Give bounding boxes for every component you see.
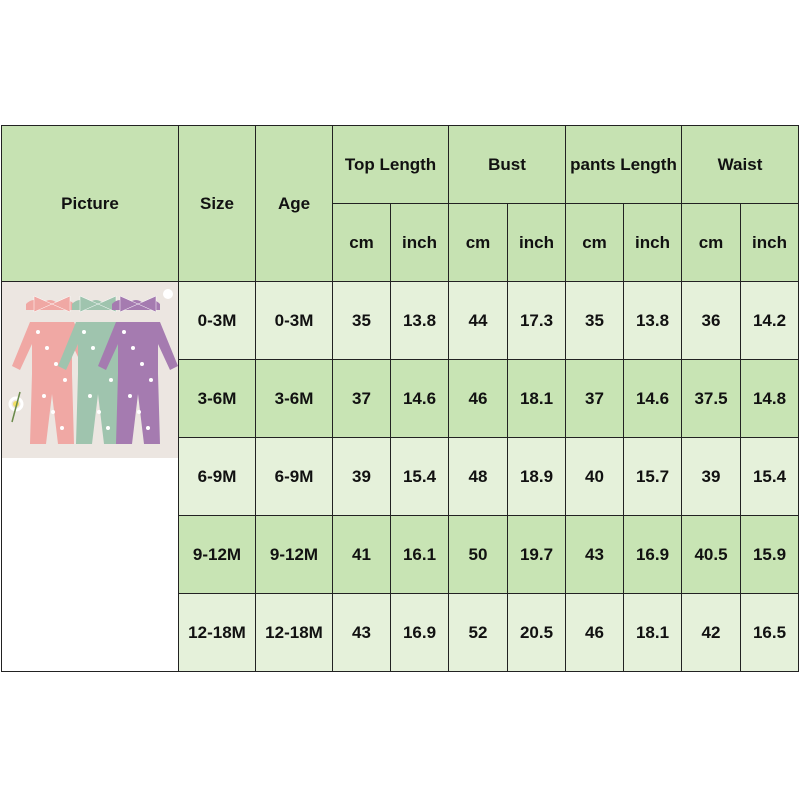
measurement-cell: 16.5 xyxy=(740,593,799,672)
measurement-cell: 16.1 xyxy=(390,515,449,594)
measurement-cell: 46 xyxy=(448,359,508,438)
measurement-cell: 37 xyxy=(565,359,624,438)
table-row: 0-3M 0-3M 35 13.8 44 17.3 35 13.8 36 14.2 xyxy=(1,281,799,672)
measurement-cell: 40 xyxy=(565,437,624,516)
measurement-cell: 15.4 xyxy=(740,437,799,516)
measurement-cell: 13.8 xyxy=(623,281,682,360)
measurement-cell: 43 xyxy=(565,515,624,594)
measurement-cell: 13.8 xyxy=(390,281,449,360)
measurement-cell: 14.8 xyxy=(740,359,799,438)
measurement-cell: 15.9 xyxy=(740,515,799,594)
measurement-cell: 37.5 xyxy=(681,359,741,438)
size-chart-table: Picture Size Age Top Length Bust pants L… xyxy=(1,125,799,672)
measurement-cell: 18.1 xyxy=(507,359,566,438)
header-unit-inch: inch xyxy=(623,203,682,282)
header-unit-cm: cm xyxy=(332,203,391,282)
header-unit-cm: cm xyxy=(681,203,741,282)
age-cell: 0-3M xyxy=(255,281,333,360)
age-cell: 9-12M xyxy=(255,515,333,594)
header-unit-inch: inch xyxy=(507,203,566,282)
size-cell: 6-9M xyxy=(178,437,256,516)
size-cell: 0-3M xyxy=(178,281,256,360)
age-cell: 6-9M xyxy=(255,437,333,516)
header-unit-cm: cm xyxy=(448,203,508,282)
header-top-length: Top Length xyxy=(332,125,449,204)
table-row: 6-9M 6-9M 39 15.4 48 18.9 40 15.7 39 15.4 xyxy=(2,437,799,516)
measurement-cell: 14.2 xyxy=(740,281,799,360)
measurement-cell: 46 xyxy=(565,593,624,672)
header-unit-inch: inch xyxy=(740,203,799,282)
measurement-cell: 50 xyxy=(448,515,508,594)
measurement-cell: 16.9 xyxy=(623,515,682,594)
age-cell: 12-18M xyxy=(255,593,333,672)
measurement-cell: 37 xyxy=(332,359,391,438)
measurement-cell: 18.9 xyxy=(507,437,566,516)
measurement-cell: 14.6 xyxy=(390,359,449,438)
table-row: 9-12M 9-12M 41 16.1 50 19.7 43 16.9 40.5 15.9 xyxy=(2,515,799,594)
measurement-cell: 42 xyxy=(681,593,741,672)
measurement-cell: 20.5 xyxy=(507,593,566,672)
header-unit-inch: inch xyxy=(390,203,449,282)
size-cell: 9-12M xyxy=(178,515,256,594)
age-cell: 3-6M xyxy=(255,359,333,438)
measurement-cell: 15.7 xyxy=(623,437,682,516)
measurement-cell: 17.3 xyxy=(507,281,566,360)
measurement-cell: 41 xyxy=(332,515,391,594)
header-age: Age xyxy=(255,125,333,282)
measurement-cell: 18.1 xyxy=(623,593,682,672)
measurement-cell: 52 xyxy=(448,593,508,672)
measurement-cell: 35 xyxy=(332,281,391,360)
measurement-cell: 44 xyxy=(448,281,508,360)
header-unit-cm: cm xyxy=(565,203,624,282)
measurement-cell: 39 xyxy=(681,437,741,516)
measurement-cell: 15.4 xyxy=(390,437,449,516)
measurement-cell: 48 xyxy=(448,437,508,516)
measurement-cell: 14.6 xyxy=(623,359,682,438)
table-row: 3-6M 3-6M 37 14.6 46 18.1 37 14.6 37.5 14.8 xyxy=(2,359,799,438)
measurement-cell: 39 xyxy=(332,437,391,516)
product-picture xyxy=(1,281,179,672)
header-picture: Picture xyxy=(1,125,179,282)
size-cell: 3-6M xyxy=(178,359,256,438)
header-size: Size xyxy=(178,125,256,282)
header-bust: Bust xyxy=(448,125,566,204)
header-waist: Waist xyxy=(681,125,799,204)
header-pants-length: pants Length xyxy=(565,125,682,204)
measurement-cell: 35 xyxy=(565,281,624,360)
measurement-cell: 19.7 xyxy=(507,515,566,594)
measurement-cell: 36 xyxy=(681,281,741,360)
outfit-photo xyxy=(2,282,178,458)
measurement-cell: 43 xyxy=(332,593,391,672)
measurement-cell: 40.5 xyxy=(681,515,741,594)
table-row: 12-18M 12-18M 43 16.9 52 20.5 46 18.1 42 16.5 xyxy=(2,593,799,672)
measurement-cell: 16.9 xyxy=(390,593,449,672)
size-cell: 12-18M xyxy=(178,593,256,672)
